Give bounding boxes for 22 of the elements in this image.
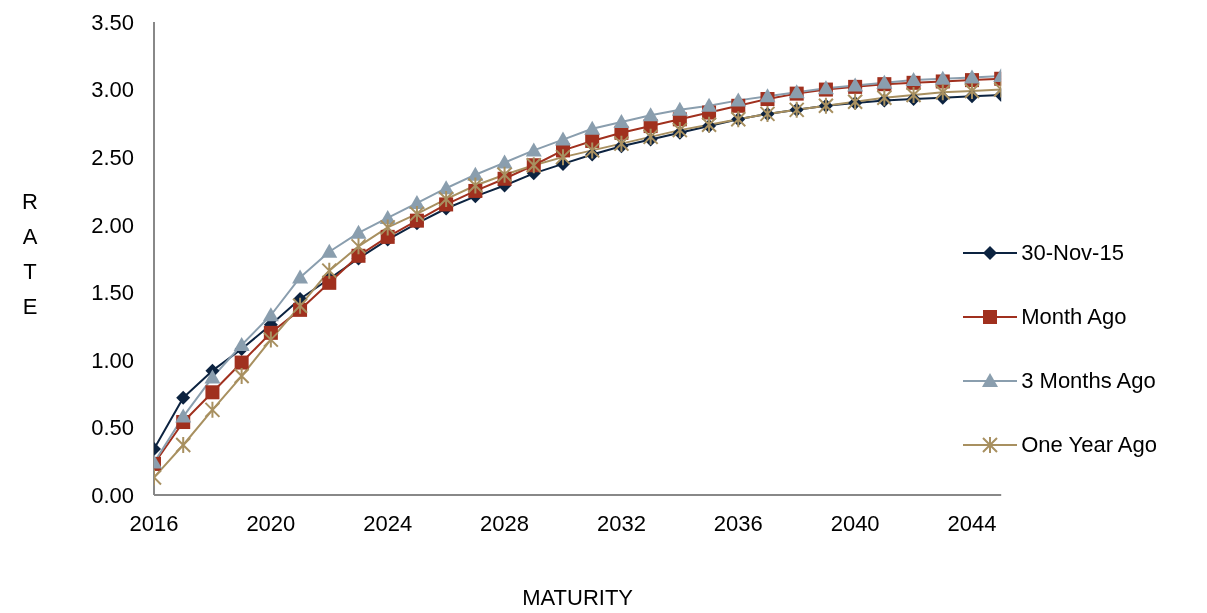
x-tick-label: 2044 — [947, 510, 997, 536]
x-axis-title: MATURITY — [522, 585, 634, 610]
x-tick-label: 2032 — [596, 510, 646, 536]
y-axis-title: RATE — [22, 188, 38, 319]
x-tick-label: 2016 — [129, 510, 179, 536]
y-tick-label: 0.00 — [91, 482, 134, 508]
legend-label: 3 Months Ago — [1021, 368, 1156, 394]
y-tick-label: 2.50 — [91, 144, 134, 170]
y-tick-label: 2.00 — [91, 212, 134, 238]
legend-label: 30-Nov-15 — [1021, 240, 1124, 266]
y-tick-label: 3.00 — [91, 77, 134, 103]
legend-label: One Year Ago — [1021, 432, 1157, 458]
x-tick-label: 2028 — [480, 510, 530, 536]
y-tick-label: 0.50 — [91, 415, 134, 441]
x-tick-label: 2024 — [363, 510, 413, 536]
x-tick-label: 2020 — [246, 510, 296, 536]
y-tick-label: 3.50 — [91, 9, 134, 35]
y-tick-label: 1.00 — [91, 347, 134, 373]
x-tick-label: 2040 — [830, 510, 880, 536]
y-tick-label: 1.50 — [91, 280, 134, 306]
x-tick-label: 2036 — [713, 510, 763, 536]
legend-label: Month Ago — [1021, 304, 1127, 330]
